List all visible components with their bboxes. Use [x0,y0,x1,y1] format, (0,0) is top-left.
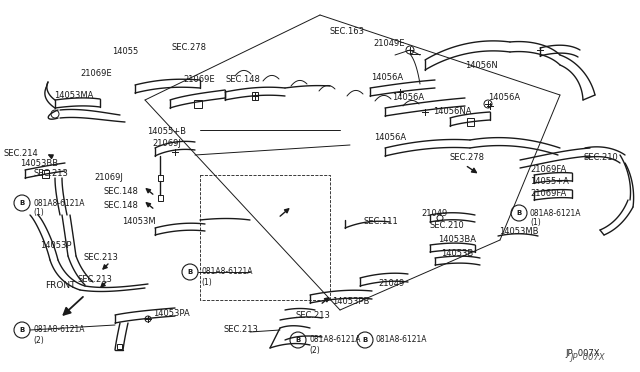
Text: 21069FA: 21069FA [530,189,566,199]
Text: 14053B: 14053B [441,250,473,259]
Text: 14056A: 14056A [392,93,424,102]
Bar [42,170,49,178]
Text: B: B [19,327,24,333]
Text: 14056N: 14056N [465,61,498,70]
Bar [116,343,122,349]
Text: 14053P: 14053P [40,241,72,250]
Text: 14053BB: 14053BB [20,158,58,167]
Text: SEC.213: SEC.213 [84,253,119,262]
Text: 14053MA: 14053MA [54,92,93,100]
Text: SEC.148: SEC.148 [104,202,139,211]
Text: SEC.278: SEC.278 [172,42,207,51]
Text: 14055: 14055 [112,48,138,57]
Text: FRONT: FRONT [45,282,76,291]
Text: 14053PA: 14053PA [153,310,189,318]
Text: SEC.148: SEC.148 [104,187,139,196]
Text: 081A8-6121A: 081A8-6121A [33,326,84,334]
Text: 081A8-6121A: 081A8-6121A [530,208,582,218]
Text: 14056NA: 14056NA [433,108,472,116]
Bar [157,195,163,201]
Text: 14053BA: 14053BA [438,235,476,244]
Text: SEC.210: SEC.210 [583,153,618,161]
Text: SEC.163: SEC.163 [330,26,365,35]
Text: 21049E: 21049E [373,39,404,48]
Text: SEC.148: SEC.148 [226,74,261,83]
Text: SEC.278: SEC.278 [449,154,484,163]
Bar [194,100,202,108]
Text: JP  007X: JP 007X [570,353,605,362]
Text: B: B [516,210,522,216]
Text: SEC.213: SEC.213 [224,326,259,334]
Text: JP  007X: JP 007X [565,350,600,359]
Text: 14056A: 14056A [371,74,403,83]
Text: B: B [362,337,367,343]
Text: B: B [19,200,24,206]
Text: 21069E: 21069E [183,74,214,83]
Text: 14056A: 14056A [488,93,520,103]
Text: SEC.111: SEC.111 [364,218,399,227]
Text: 14053M: 14053M [122,218,156,227]
Text: B: B [188,269,193,275]
Text: 21069FA: 21069FA [530,166,566,174]
Text: (2): (2) [33,336,44,344]
Text: 081A8-6121A: 081A8-6121A [201,267,253,276]
Text: 21069E: 21069E [80,70,111,78]
Text: SEC.210: SEC.210 [430,221,465,231]
Text: 14055+A: 14055+A [530,176,569,186]
Text: (1): (1) [530,218,541,228]
Text: SEC.213: SEC.213 [296,311,331,321]
Text: (1): (1) [201,278,212,286]
Text: 081A8-6121A: 081A8-6121A [33,199,84,208]
Text: 14053MB: 14053MB [499,227,538,235]
Text: 14056A: 14056A [374,134,406,142]
Text: SEC.213: SEC.213 [34,170,69,179]
Text: 21049: 21049 [378,279,404,288]
Text: SEC.214: SEC.214 [4,148,39,157]
Text: 21069J: 21069J [152,140,181,148]
Text: 14053PB: 14053PB [332,296,369,305]
Bar [467,118,474,126]
Bar [157,175,163,181]
Text: 21069J: 21069J [94,173,123,183]
Text: (1): (1) [33,208,44,218]
Text: B: B [296,337,301,343]
Text: (2): (2) [309,346,320,355]
Bar [252,92,258,100]
Text: 14055+B: 14055+B [147,126,186,135]
Text: 081A8-6121A: 081A8-6121A [309,336,360,344]
Text: 081A8-6121A: 081A8-6121A [376,336,428,344]
Text: 21049: 21049 [421,208,447,218]
Text: SEC.213: SEC.213 [78,275,113,283]
